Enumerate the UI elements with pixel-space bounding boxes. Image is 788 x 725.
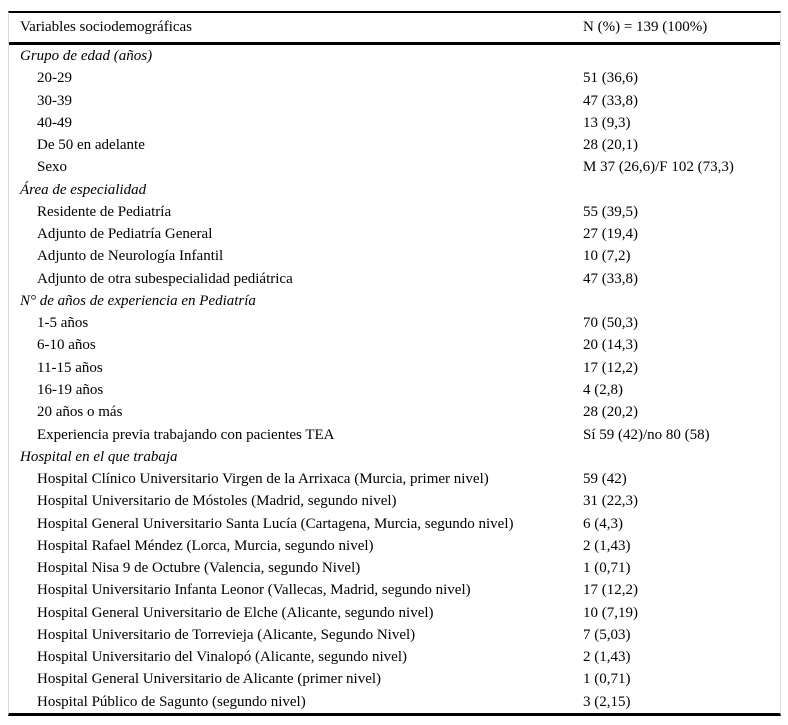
table-header-row: Variables sociodemográficas N (%) = 139 …	[9, 13, 780, 45]
row-value: 10 (7,19)	[583, 604, 638, 621]
row-label: Adjunto de Pediatría General	[37, 226, 213, 243]
row-value: 59 (42)	[583, 471, 627, 488]
section-header-row: Hospital en el que trabaja	[9, 446, 780, 468]
header-n-total: N (%) = 139 (100%)	[583, 19, 708, 35]
row-label: 20-29	[37, 70, 72, 87]
table-row: 6-10 años 20 (14,3)	[9, 334, 780, 356]
section-header-row: Grupo de edad (años)	[9, 45, 780, 67]
row-value: 2 (1,43)	[583, 537, 631, 554]
table-row: Residente de Pediatría 55 (39,5)	[9, 201, 780, 223]
table-row: Hospital General Universitario de Elche …	[9, 602, 780, 624]
table-row: Adjunto de Pediatría General 27 (19,4)	[9, 223, 780, 245]
row-value: Sí 59 (42)/no 80 (58)	[583, 426, 710, 443]
table-row: 30-39 47 (33,8)	[9, 90, 780, 112]
row-label: Hospital General Universitario Santa Luc…	[37, 515, 514, 532]
row-value: 7 (5,03)	[583, 626, 631, 643]
table-row: 1-5 años 70 (50,3)	[9, 312, 780, 334]
row-value: 2 (1,43)	[583, 649, 631, 666]
row-value: 1 (0,71)	[583, 560, 631, 577]
section-value-empty	[583, 179, 780, 201]
section-title-specialty: Área de especialidad	[20, 181, 147, 198]
table-row: De 50 en adelante 28 (20,1)	[9, 134, 780, 156]
row-label: Hospital Nisa 9 de Octubre (Valencia, se…	[37, 560, 361, 577]
table-row: Hospital General Universitario de Alican…	[9, 668, 780, 690]
row-label: Adjunto de Neurología Infantil	[37, 248, 224, 265]
row-value: 6 (4,3)	[583, 515, 623, 532]
row-value: 27 (19,4)	[583, 226, 638, 243]
section-title-age: Grupo de edad (años)	[20, 48, 153, 64]
row-label: Adjunto de otra subespecialidad pediátri…	[37, 270, 293, 287]
row-value: M 37 (26,6)/F 102 (73,3)	[583, 159, 734, 176]
section-value-empty	[583, 290, 780, 312]
section-title-experience: N° de años de experiencia en Pediatría	[20, 292, 256, 309]
row-label: 16-19 años	[37, 381, 104, 398]
row-label: Hospital Universitario de Torrevieja (Al…	[37, 626, 416, 643]
row-label: 40-49	[37, 114, 72, 131]
table-row: Hospital Universitario Infanta Leonor (V…	[9, 579, 780, 601]
row-value: 3 (2,15)	[583, 693, 631, 710]
section-header-row: Área de especialidad	[9, 179, 780, 201]
row-label: De 50 en adelante	[37, 137, 145, 154]
row-value: 13 (9,3)	[583, 114, 631, 131]
row-value: 28 (20,2)	[583, 404, 638, 421]
row-value: 51 (36,6)	[583, 70, 638, 87]
row-value: 10 (7,2)	[583, 248, 631, 265]
section-value-empty	[583, 446, 780, 468]
table-body: Grupo de edad (años) 20-29 51 (36,6) 30-…	[9, 45, 780, 713]
section-title-hospital: Hospital en el que trabaja	[20, 448, 178, 465]
table-row: Hospital Rafael Méndez (Lorca, Murcia, s…	[9, 535, 780, 557]
table-row: Hospital Nisa 9 de Octubre (Valencia, se…	[9, 557, 780, 579]
table-row: Experiencia previa trabajando con pacien…	[9, 424, 780, 446]
row-label: Hospital Universitario del Vinalopó (Ali…	[37, 649, 407, 666]
table-row: Hospital General Universitario Santa Luc…	[9, 513, 780, 535]
row-label: Hospital General Universitario de Alican…	[37, 671, 382, 688]
row-label: 6-10 años	[37, 337, 96, 354]
row-label: Hospital Universitario Infanta Leonor (V…	[37, 582, 471, 599]
table-row: 16-19 años 4 (2,8)	[9, 379, 780, 401]
table-row: 20 años o más 28 (20,2)	[9, 401, 780, 423]
row-label: Residente de Pediatría	[37, 203, 172, 220]
row-value: 55 (39,5)	[583, 203, 638, 220]
row-value: 1 (0,71)	[583, 671, 631, 688]
row-label: 1-5 años	[37, 315, 89, 332]
sociodemographic-table: Variables sociodemográficas N (%) = 139 …	[8, 11, 781, 716]
table-row: Adjunto de Neurología Infantil 10 (7,2)	[9, 245, 780, 267]
table-row: Hospital Clínico Universitario Virgen de…	[9, 468, 780, 490]
row-label: 11-15 años	[37, 359, 103, 376]
row-value: 70 (50,3)	[583, 315, 638, 332]
row-value: 47 (33,8)	[583, 270, 638, 287]
row-value: 17 (12,2)	[583, 582, 638, 599]
header-variables-label: Variables sociodemográficas	[20, 19, 193, 35]
section-value-empty	[583, 45, 780, 67]
table-row: Hospital Público de Sagunto (segundo niv…	[9, 691, 780, 713]
section-header-row: N° de años de experiencia en Pediatría	[9, 290, 780, 312]
row-label: Hospital Universitario de Móstoles (Madr…	[37, 493, 397, 510]
table-row: Sexo M 37 (26,6)/F 102 (73,3)	[9, 156, 780, 178]
row-label: Sexo	[37, 159, 67, 176]
table-row: 20-29 51 (36,6)	[9, 67, 780, 89]
row-value: 4 (2,8)	[583, 381, 623, 398]
row-value: 31 (22,3)	[583, 493, 638, 510]
row-label: 30-39	[37, 92, 72, 109]
table-row: Hospital Universitario de Torrevieja (Al…	[9, 624, 780, 646]
row-value: 47 (33,8)	[583, 92, 638, 109]
row-label: 20 años o más	[37, 404, 123, 421]
table-row: 11-15 años 17 (12,2)	[9, 357, 780, 379]
row-label: Hospital General Universitario de Elche …	[37, 604, 434, 621]
row-label: Experiencia previa trabajando con pacien…	[37, 426, 335, 443]
row-value: 17 (12,2)	[583, 359, 638, 376]
row-value: 28 (20,1)	[583, 137, 638, 154]
row-label: Hospital Rafael Méndez (Lorca, Murcia, s…	[37, 537, 374, 554]
row-label: Hospital Clínico Universitario Virgen de…	[37, 471, 489, 488]
row-label: Hospital Público de Sagunto (segundo niv…	[37, 693, 306, 710]
table-row: Hospital Universitario del Vinalopó (Ali…	[9, 646, 780, 668]
table-row: Hospital Universitario de Móstoles (Madr…	[9, 490, 780, 512]
table-row: 40-49 13 (9,3)	[9, 112, 780, 134]
table-row: Adjunto de otra subespecialidad pediátri…	[9, 268, 780, 290]
row-value: 20 (14,3)	[583, 337, 638, 354]
